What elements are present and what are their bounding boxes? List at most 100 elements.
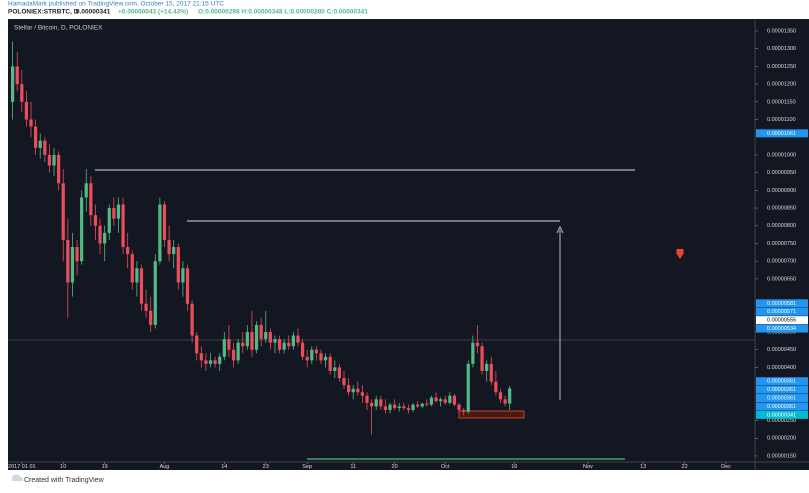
candle-body (475, 342, 480, 347)
price-label-bg (756, 402, 808, 411)
x-tick-label: Nov (583, 464, 593, 470)
footer: Created with TradingView (24, 477, 105, 484)
candle-body (241, 342, 245, 347)
change: +0.00000043 (+14.43%) (118, 9, 188, 16)
candle-body (213, 360, 217, 364)
price-label: 0.00000361 (767, 379, 796, 385)
x-tick-label: Dec (721, 464, 731, 470)
x-tick-label: 10 (60, 464, 66, 470)
candle-body (273, 339, 277, 343)
candle-body (190, 303, 194, 336)
candle-body (112, 208, 116, 219)
candle-body (277, 339, 282, 350)
sell-arrow (676, 253, 684, 259)
x-tick-label: 16 (511, 464, 517, 470)
price-label-bg (756, 324, 808, 333)
candle-body (126, 247, 130, 255)
candle-body (144, 303, 148, 311)
candle-body (448, 395, 452, 403)
x-tick-label: 11 (350, 464, 356, 470)
candle-body (287, 342, 291, 347)
candle-body (70, 247, 75, 283)
candle-body (328, 356, 332, 371)
candle-body (121, 204, 125, 248)
candle-body (397, 406, 401, 409)
candle-body (10, 66, 15, 102)
price-label: 0.00000581 (767, 301, 796, 307)
x-tick-label: 2017 01 01 (8, 464, 36, 470)
support-box (458, 410, 525, 419)
candle-body (176, 247, 180, 283)
sell-arrow-stem (676, 249, 684, 253)
y-tick-label: 0.00001350 (767, 28, 796, 34)
candle-body (434, 397, 438, 402)
candle-body (393, 404, 397, 409)
candle-body (480, 346, 484, 371)
candle-body (457, 404, 461, 410)
price-label: 0.00000361 (767, 404, 796, 410)
candle-body (300, 342, 305, 357)
candle-body (411, 404, 415, 410)
x-tick-label: 13 (640, 464, 646, 470)
x-tick-label: 19 (102, 464, 108, 470)
symbol-line: POLONIEX:STRBTC, D 0.00000341 +0.0000004… (8, 9, 368, 16)
candle-body (29, 119, 33, 127)
candle-body (365, 395, 369, 403)
candle-body (93, 215, 98, 226)
candle-body (319, 353, 323, 361)
x-tick-label: 14 (221, 464, 227, 470)
price-label-bg (756, 316, 808, 325)
price-label: 0.00000555 (767, 318, 796, 324)
y-tick-label: 0.00000200 (767, 436, 796, 442)
candle-body (116, 204, 121, 219)
candle-body (494, 381, 498, 393)
ohlc: O:0.00000298 H:0.00000348 L:0.00000280 C… (198, 9, 368, 16)
candle-body (416, 404, 420, 407)
candle-body (158, 204, 162, 262)
y-tick-label: 0.00001250 (767, 64, 796, 70)
candle-body (52, 154, 56, 166)
candle-body (259, 324, 263, 340)
candle-body (208, 360, 213, 364)
price-label-bg (756, 129, 808, 138)
publisher: HamadaMark published on TradingView.com,… (8, 1, 224, 8)
candle-body (305, 356, 309, 361)
x-tick-label: 20 (392, 464, 398, 470)
y-tick-label: 0.00001200 (767, 82, 796, 88)
candle-body (84, 183, 88, 198)
candle-body (314, 349, 318, 354)
candle-body (15, 66, 19, 85)
candle-body (98, 225, 102, 244)
candle-body (43, 140, 47, 155)
footer-logo (11, 474, 24, 481)
candle-body (296, 335, 300, 343)
price-label-bg (756, 377, 808, 386)
y-tick-label: 0.00000400 (767, 365, 796, 371)
candle-body (337, 367, 341, 379)
candle-body (227, 339, 231, 350)
candle-body (498, 392, 503, 400)
price-label-bg (756, 307, 808, 316)
x-tick-label: Sep (302, 464, 312, 470)
candle-body (61, 183, 65, 240)
candle-body (489, 363, 493, 382)
candle-body (406, 408, 411, 410)
candle-body (149, 310, 153, 325)
candle-body (323, 356, 328, 361)
candle-body (429, 397, 434, 405)
chart-bg (8, 19, 809, 470)
y-tick-label: 0.00001000 (767, 152, 796, 158)
last-price: 0.00000341 (76, 9, 111, 16)
target-arrow-head (556, 225, 564, 234)
candle-body (503, 399, 507, 404)
candle-body (439, 399, 443, 402)
candle-body (103, 232, 107, 244)
candle-body (264, 332, 268, 340)
chart-title: Stellar / Bitcoin, D, POLONIEX (14, 25, 103, 32)
x-tick-label: 23 (263, 464, 269, 470)
candle-body (346, 385, 351, 393)
candle-body (351, 388, 355, 393)
candle-body (383, 406, 388, 410)
